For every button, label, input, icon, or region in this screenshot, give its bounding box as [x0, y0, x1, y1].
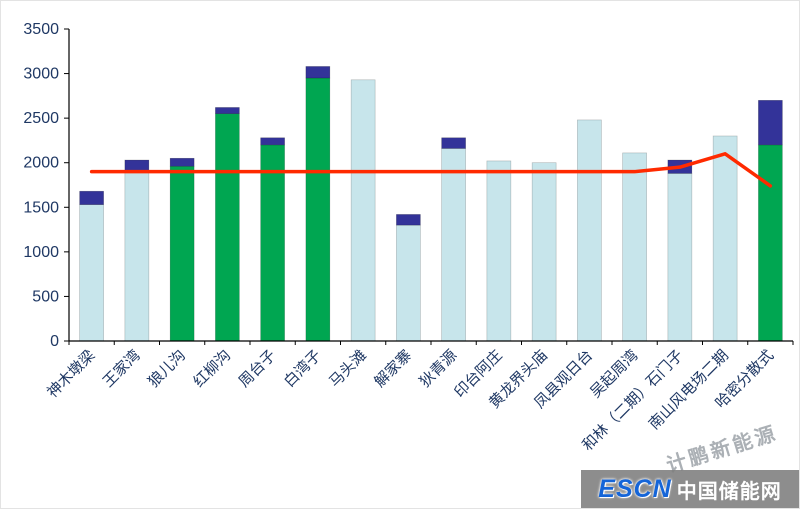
bar-segment-base: [712, 135, 738, 342]
x-category-label: 红柳沟: [190, 347, 234, 391]
x-category-label: 白湾子: [281, 347, 325, 391]
x-category-label: 周台子: [236, 347, 280, 391]
escn-logo-text: ESCN: [598, 474, 672, 503]
bar-segment-base: [169, 165, 195, 342]
bar-segment-cap: [124, 159, 150, 172]
x-category-label: 南山风电场二期: [646, 347, 732, 433]
y-tick-label: 1500: [23, 199, 59, 216]
y-tick-label: 2000: [23, 155, 59, 172]
y-tick-label: 1000: [23, 244, 59, 261]
bar-segment-base: [441, 148, 466, 342]
bar-segment-base: [667, 173, 693, 342]
bar-segment-base: [531, 162, 557, 342]
bar-segment-base: [350, 79, 376, 342]
bar-segment-cap: [79, 190, 104, 205]
escn-watermark-bar: ESCN 中国储能网: [581, 470, 799, 508]
bar-segment-base: [577, 119, 602, 342]
y-tick-label: 2500: [23, 110, 59, 127]
bar-segment-base: [79, 204, 104, 342]
bar-segment-base: [486, 160, 512, 342]
reference-line-series: [89, 152, 773, 188]
x-category-label: 狼儿沟: [145, 347, 189, 391]
bar-segment-cap: [305, 66, 331, 79]
x-category-label: 解家寨: [371, 346, 416, 391]
bar-segment-base: [215, 113, 240, 342]
x-category-label: 神木墩梁: [44, 347, 98, 401]
bar-segment-base: [260, 144, 285, 342]
y-tick-label: 0: [50, 333, 59, 350]
y-tick-label: 3500: [23, 21, 59, 38]
x-category-label: 狄青源: [417, 347, 461, 391]
escn-site-name: 中国储能网: [676, 480, 782, 503]
bar-segment-cap: [169, 157, 195, 167]
x-category-label: 王家湾: [100, 347, 144, 391]
bar-segment-base: [305, 77, 331, 342]
bar-segment-cap: [396, 214, 421, 226]
bar-segment-cap: [215, 107, 240, 114]
y-tick-label: 500: [32, 288, 59, 305]
bar-segment-base: [124, 170, 150, 342]
bar-segment-cap: [441, 137, 466, 149]
bar-segment-cap: [758, 100, 783, 146]
bar-segment-base: [396, 224, 421, 342]
x-category-label: 马头滩: [326, 347, 370, 391]
bar-segment-cap: [260, 137, 285, 146]
y-tick-label: 3000: [23, 66, 59, 83]
bar-segment-base: [758, 144, 783, 342]
bar-segment-base: [622, 152, 647, 342]
